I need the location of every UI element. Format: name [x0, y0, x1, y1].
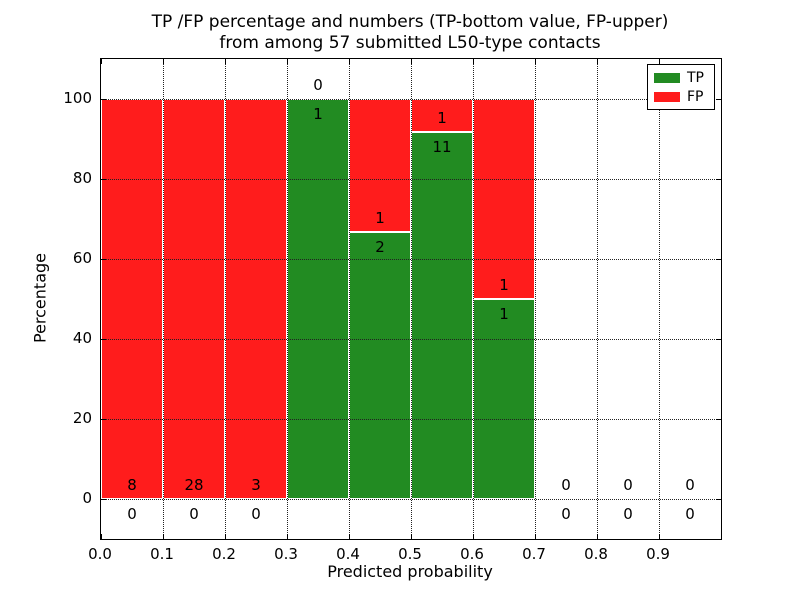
x-tick-label: 0.7	[522, 545, 546, 563]
legend-item-tp: TP	[654, 71, 708, 85]
y-tick-mark	[716, 338, 721, 340]
v-gridline	[597, 59, 598, 539]
x-tick-label: 0.4	[336, 545, 360, 563]
legend: TP FP	[647, 64, 715, 110]
x-tick-mark	[162, 534, 164, 539]
x-tick-label: 0.9	[646, 545, 670, 563]
fp-bar-segment	[101, 99, 163, 499]
y-tick-mark	[716, 258, 721, 260]
v-gridline	[411, 59, 412, 539]
y-tick-mark	[716, 498, 721, 500]
chart-title-line1: TP /FP percentage and numbers (TP-bottom…	[151, 12, 669, 32]
tp-bar-segment	[473, 299, 535, 499]
x-tick-mark	[100, 59, 102, 64]
tp-bar-segment	[349, 232, 411, 499]
fp-count-label: 0	[685, 476, 695, 494]
tp-count-label: 1	[499, 305, 509, 323]
x-tick-label: 0.1	[150, 545, 174, 563]
tp-count-label: 1	[313, 105, 323, 123]
x-tick-mark	[534, 59, 536, 64]
y-tick-mark	[716, 98, 721, 100]
x-tick-label: 0.5	[398, 545, 422, 563]
tp-bar-segment	[411, 132, 473, 499]
fp-count-label: 28	[184, 476, 204, 494]
x-tick-label: 0.6	[460, 545, 484, 563]
fp-count-label: 8	[127, 476, 137, 494]
y-tick-mark	[101, 98, 106, 100]
y-tick-mark	[101, 418, 106, 420]
y-tick-mark	[716, 418, 721, 420]
y-tick-mark	[101, 338, 106, 340]
fp-bar-segment	[163, 99, 225, 499]
tp-count-label: 0	[561, 505, 571, 523]
y-tick-mark	[101, 498, 106, 500]
x-tick-label: 0.3	[274, 545, 298, 563]
x-tick-mark	[224, 59, 226, 64]
x-tick-mark	[534, 534, 536, 539]
x-tick-mark	[596, 534, 598, 539]
x-tick-label: 0.2	[212, 545, 236, 563]
v-gridline	[163, 59, 164, 539]
tp-legend-swatch	[654, 72, 680, 83]
y-tick-label: 80	[72, 169, 92, 187]
x-tick-mark	[410, 59, 412, 64]
fp-count-label: 1	[437, 109, 447, 128]
fp-count-label: 0	[561, 476, 571, 494]
x-tick-label: 0.0	[88, 545, 112, 563]
v-gridline	[225, 59, 226, 539]
legend-item-fp: FP	[654, 90, 708, 104]
x-tick-mark	[224, 534, 226, 539]
fp-count-label: 1	[499, 276, 509, 294]
tp-count-label: 0	[189, 505, 199, 523]
tp-count-label: 2	[375, 238, 385, 257]
x-tick-label: 0.8	[584, 545, 608, 563]
y-tick-label: 40	[72, 329, 92, 347]
y-tick-mark	[101, 178, 106, 180]
x-tick-mark	[348, 59, 350, 64]
y-tick-mark	[101, 258, 106, 260]
y-tick-mark	[716, 178, 721, 180]
v-gridline	[473, 59, 474, 539]
v-gridline	[659, 59, 660, 539]
x-tick-mark	[348, 534, 350, 539]
fp-bar-segment	[473, 99, 535, 299]
x-tick-mark	[596, 59, 598, 64]
x-tick-mark	[472, 534, 474, 539]
x-axis-label: Predicted probability	[327, 562, 493, 581]
x-tick-mark	[658, 59, 660, 64]
x-tick-mark	[162, 59, 164, 64]
tp-bar-segment	[287, 99, 349, 499]
fp-count-label: 0	[313, 76, 323, 94]
tp-count-label: 0	[685, 505, 695, 523]
v-gridline	[535, 59, 536, 539]
v-gridline	[287, 59, 288, 539]
y-tick-label: 100	[63, 89, 92, 107]
fp-count-label: 3	[251, 476, 261, 494]
x-tick-mark	[472, 59, 474, 64]
fp-bar-segment	[411, 99, 473, 133]
tp-count-label: 11	[432, 138, 452, 157]
y-tick-label: 0	[82, 489, 92, 507]
y-tick-label: 20	[72, 409, 92, 427]
tp-count-label: 0	[251, 505, 261, 523]
x-tick-mark	[658, 534, 660, 539]
x-tick-mark	[410, 534, 412, 539]
v-gridline	[349, 59, 350, 539]
chart-title-line2: from among 57 submitted L50-type contact…	[219, 33, 601, 53]
y-tick-label: 60	[72, 249, 92, 267]
x-tick-mark	[286, 59, 288, 64]
fp-legend-label: FP	[687, 88, 704, 105]
tp-count-label: 0	[623, 505, 633, 523]
fp-count-label: 1	[375, 209, 385, 228]
fp-bar-segment	[225, 99, 287, 499]
tp-count-label: 0	[127, 505, 137, 523]
fp-count-label: 0	[623, 476, 633, 494]
tp-legend-label: TP	[687, 69, 704, 86]
x-tick-mark	[100, 534, 102, 539]
fp-legend-swatch	[654, 91, 680, 102]
plot-area: 8 0 28 0 3 0 0 1 1 2 1 11 1 1 0 0 0 0 0 0	[100, 58, 722, 540]
x-tick-mark	[286, 534, 288, 539]
